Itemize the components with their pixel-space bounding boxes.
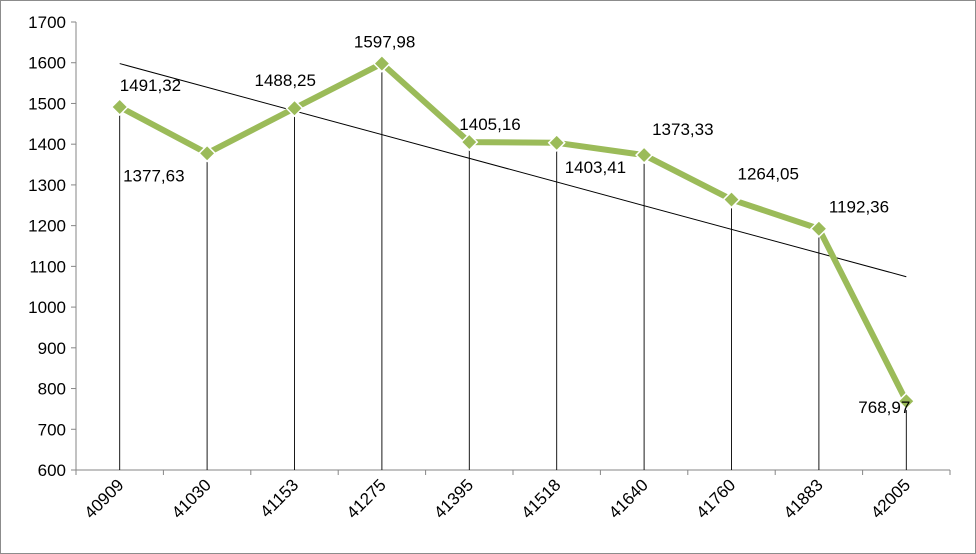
drop-lines — [119, 63, 907, 470]
data-label: 1377,63 — [123, 166, 184, 185]
x-axis-tick-labels: 40909 41030 41153 41275 41395 41518 41640 41760… — [81, 475, 914, 522]
data-labels-layer: 1491,32 1377,63 1488,25 1597,98 1405,16 1403,… — [120, 33, 911, 418]
data-label: 768,97 — [858, 398, 910, 417]
x-axis-tick-label: 41275 — [343, 475, 390, 522]
data-point-marker — [460, 133, 479, 152]
axes — [71, 21, 951, 475]
y-axis-tick-label: 700 — [38, 420, 66, 439]
data-point-marker — [285, 99, 304, 118]
y-axis-tick-label: 600 — [38, 461, 66, 480]
y-axis-tick-label: 1600 — [28, 54, 66, 73]
y-axis-tick-label: 900 — [38, 339, 66, 358]
data-label: 1192,36 — [829, 198, 889, 217]
trendline-layer — [119, 63, 907, 278]
y-axis-tick-label: 1100 — [29, 257, 66, 276]
data-label: 1405,16 — [459, 115, 520, 134]
data-point-marker — [722, 190, 741, 209]
data-point-marker — [635, 145, 654, 165]
data-label: 1488,25 — [255, 71, 316, 90]
data-point-marker — [547, 133, 566, 152]
series-line — [116, 60, 910, 405]
data-point-marker — [110, 97, 129, 117]
y-axis-tick-label: 1400 — [28, 135, 66, 154]
x-axis-tick-label: 41030 — [168, 475, 215, 522]
y-axis-tick-label: 1200 — [28, 217, 66, 236]
data-point-marker — [809, 219, 828, 238]
x-axis-tick-label: 41395 — [430, 475, 477, 522]
trendline — [119, 63, 907, 278]
data-point-marker — [897, 392, 916, 411]
x-axis-tick-label: 41640 — [605, 475, 652, 522]
x-axis-tick-label: 42005 — [867, 475, 914, 522]
data-point-marker — [198, 144, 217, 163]
y-axis-tick-labels: 600 700 800 900 1000 1100 1200 1300 1400 1500 1600… — [28, 13, 66, 480]
y-axis-tick-label: 1500 — [28, 94, 66, 113]
y-axis-tick-label: 800 — [38, 380, 66, 399]
x-axis-tick-label: 41153 — [256, 475, 302, 521]
data-label: 1403,41 — [565, 158, 626, 177]
data-label: 1373,33 — [652, 120, 713, 139]
data-point-marker — [372, 54, 391, 73]
y-axis-tick-label: 1700 — [28, 13, 66, 32]
x-axis-tick-label: 41760 — [692, 475, 739, 522]
x-axis-tick-label: 41883 — [780, 475, 827, 522]
data-label: 1264,05 — [738, 165, 799, 184]
y-axis-tick-label: 1000 — [28, 298, 66, 317]
data-label: 1597,98 — [354, 33, 415, 52]
x-axis-tick-label: 41518 — [518, 475, 565, 522]
data-label: 1491,32 — [120, 76, 181, 95]
series-layer — [116, 60, 910, 405]
markers-layer — [110, 54, 916, 411]
x-axis-tick-label: 40909 — [81, 475, 128, 522]
y-axis-tick-label: 1300 — [28, 176, 66, 195]
